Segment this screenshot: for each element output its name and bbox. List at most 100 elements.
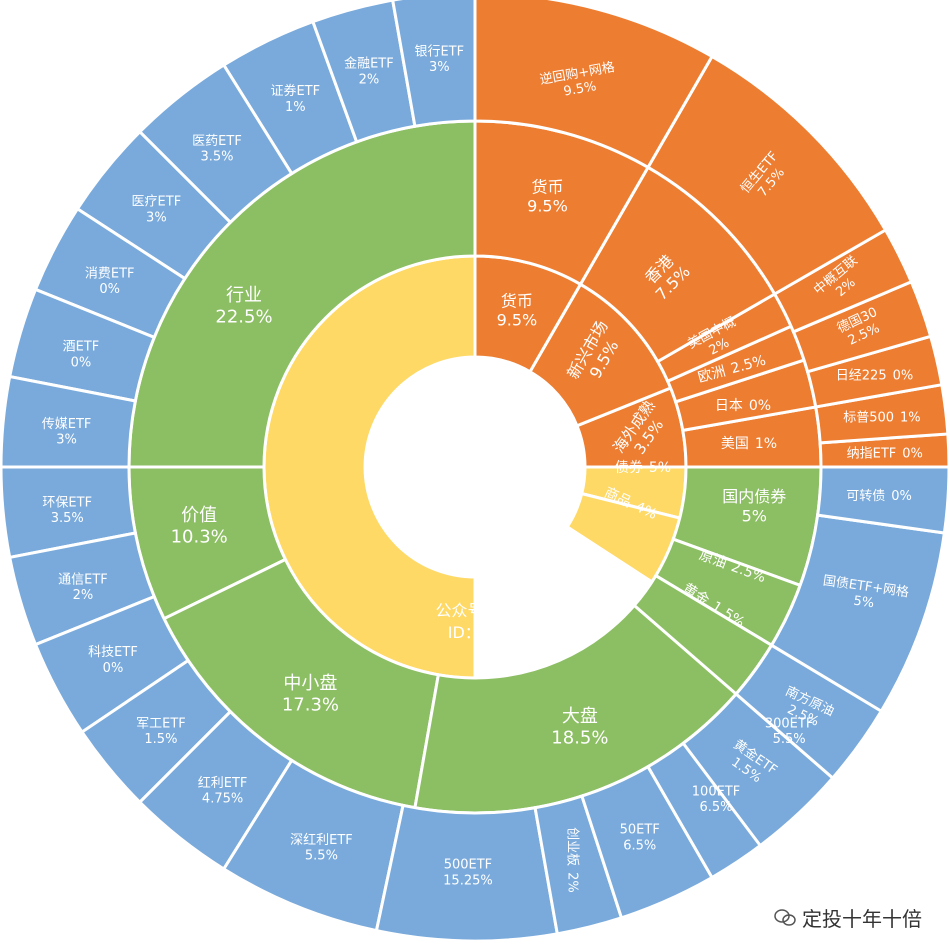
outer-18-value: 5.5% [773, 732, 806, 747]
middle-hb2-name: 货币 [531, 178, 563, 197]
center-hole [365, 357, 585, 577]
outer-slice-4 [75, 129, 233, 281]
wechat-icon [774, 908, 796, 927]
outer-18-name: 300ETF [765, 716, 813, 731]
middle-jz-name: 价值 [181, 505, 217, 526]
outer-slice-12 [137, 709, 294, 872]
outer-slice-7 [0, 374, 138, 469]
outer-slice-8 [0, 465, 138, 560]
inner-zq-label: 债券 5% [615, 460, 671, 476]
center-text-line: ID：etfbao [448, 623, 533, 642]
outer-25-name: 日经225 0% [836, 368, 913, 383]
outer-7-value: 3% [56, 433, 77, 448]
middle-rb-name: 日本 0% [715, 398, 771, 414]
middle-dp-value: 18.5% [551, 728, 608, 749]
outer-0-value: 1% [285, 100, 306, 115]
outer-12-name: 红利ETF [198, 775, 248, 791]
outer-16-value: 6.5% [623, 838, 656, 853]
middle-dp-name: 大盘 [562, 706, 598, 727]
middle-hy-name: 行业 [226, 285, 262, 306]
outer-17-value: 6.5% [699, 800, 732, 815]
outer-1-value: 2% [359, 72, 380, 87]
outer-slice-25 [805, 334, 944, 409]
outer-25-label: 日经225 0% [836, 368, 913, 383]
middle-mg-name: 美国 1% [721, 436, 777, 452]
outer-slice-20 [734, 643, 884, 781]
outer-12-value: 4.75% [202, 791, 243, 806]
inner-hb-name: 货币 [501, 292, 533, 311]
outer-6-name: 酒ETF [63, 340, 100, 355]
middle-zxp-value: 17.3% [282, 695, 339, 716]
outer-15-name: 创业板2% [564, 827, 579, 893]
outer-slice-29 [473, 0, 715, 170]
outer-slice-6 [7, 287, 157, 403]
outer-slice-19 [681, 691, 835, 848]
center-text-line: 公众号：ETF报 [435, 601, 544, 620]
outer-4-value: 3% [146, 210, 167, 225]
outer-slice-23 [818, 432, 950, 469]
middle-zxp-name: 中小盘 [283, 673, 337, 694]
middle-hy-value: 22.5% [215, 306, 272, 327]
outer-1-name: 金融ETF [344, 56, 394, 72]
middle-gnzq-value: 5% [742, 506, 767, 525]
outer-14-name: 500ETF [444, 858, 492, 873]
watermark-text: 定投十年十倍 [802, 907, 922, 931]
inner-zq-name: 债券 5% [615, 460, 671, 476]
middle-rb-label: 日本 0% [715, 398, 771, 414]
outer-22-name: 可转债 0% [846, 489, 912, 504]
outer-10-name: 科技ETF [88, 645, 138, 660]
outer-9-value: 2% [73, 588, 94, 603]
middle-hb2-value: 9.5% [527, 197, 568, 216]
inner-hb-value: 9.5% [497, 311, 538, 330]
middle-mg-label: 美国 1% [721, 436, 777, 452]
outer-slice-16 [580, 764, 715, 920]
outer-8-name: 环保ETF [42, 496, 92, 511]
outer-slice-22 [815, 465, 950, 535]
outer-3-name: 医药ETF [192, 134, 242, 149]
outer-0-name: 证券ETF [270, 83, 320, 99]
outer-23-name: 纳指ETF 0% [847, 446, 923, 461]
inner-a-label: A股 68.5% [371, 444, 428, 493]
outer-6-value: 0% [71, 355, 92, 370]
outer-2-value: 3% [429, 60, 450, 75]
outer-23-label: 纳指ETF 0% [847, 446, 923, 461]
outer-slice-11 [79, 658, 233, 805]
outer-slice-28 [645, 54, 888, 297]
outer-14-value: 15.25% [443, 873, 493, 888]
outer-13-value: 5.5% [305, 848, 338, 863]
outer-slice-10 [33, 594, 191, 735]
outer-slice-14 [374, 803, 560, 943]
outer-slice-15 [533, 794, 624, 936]
inner-hb-label: 货币9.5% [497, 292, 538, 330]
outer-11-value: 1.5% [144, 732, 177, 747]
outer-17-name: 100ETF [692, 784, 740, 799]
outer-9-name: 通信ETF [58, 573, 108, 588]
outer-15-label: 创业板2% [564, 827, 579, 893]
outer-5-name: 消费ETF [85, 267, 135, 282]
outer-4-name: 医疗ETF [132, 195, 182, 210]
middle-gnzq-name: 国内债券 [722, 487, 786, 506]
